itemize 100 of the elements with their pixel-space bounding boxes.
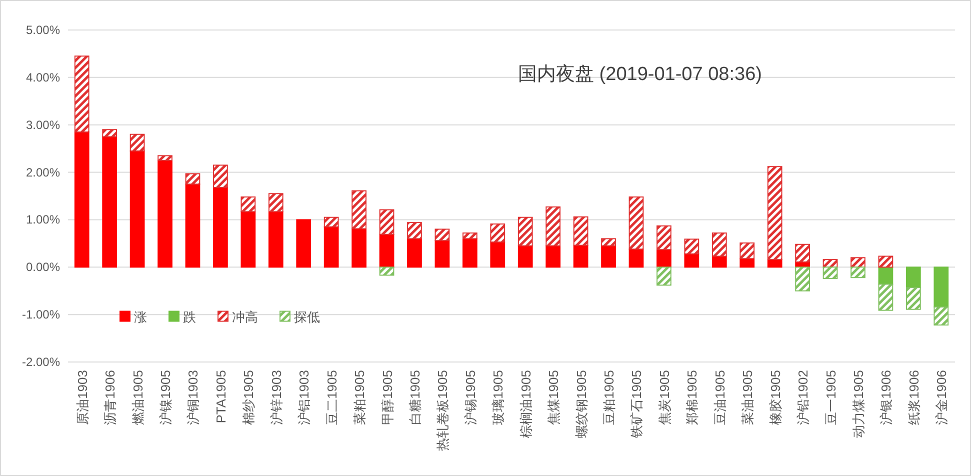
bar: [684, 238, 700, 254]
x-tick-label: 焦煤1905: [546, 370, 562, 425]
x-tick-label: 菜粕1905: [352, 370, 368, 425]
x-tick-label: 铁矿石1905: [629, 370, 644, 439]
x-tick-label: 豆油1905: [712, 370, 728, 425]
bar: [185, 173, 200, 185]
bar: [906, 266, 921, 288]
bar: [656, 225, 672, 250]
legend-label: 涨: [134, 309, 147, 324]
bar: [795, 244, 810, 262]
bar: [268, 211, 284, 268]
bar: [324, 226, 339, 268]
bar: [546, 206, 561, 246]
legend-label: 探低: [294, 309, 320, 324]
bar: [934, 266, 949, 308]
x-tick-label: 热轧卷板1905: [435, 370, 450, 451]
bar: [628, 196, 644, 250]
x-tick-label: 橡胶1905: [768, 370, 783, 425]
bar: [934, 306, 949, 326]
bar: [767, 166, 782, 260]
bar: [628, 248, 644, 268]
bar: [573, 216, 588, 246]
y-tick-label: 2.00%: [26, 165, 60, 180]
x-tick-label: 豆一1905: [823, 370, 838, 425]
bar: [850, 266, 866, 278]
x-tick-label: 玻璃1905: [490, 370, 506, 425]
bar: [850, 257, 866, 268]
x-tick-label: 原油1903: [74, 370, 90, 425]
bar: [240, 211, 256, 268]
bar: [434, 240, 450, 268]
bar: [434, 228, 450, 242]
bar: [712, 232, 727, 257]
x-tick-label: 沥青1906: [102, 370, 118, 425]
x-tick-label: 菜油1905: [740, 370, 756, 425]
bar: [74, 56, 90, 132]
x-tick-label: 沪铅1902: [796, 370, 811, 425]
x-tick-label: 甲醇1905: [380, 370, 395, 425]
x-tick-label: 螺纹钢1905: [574, 370, 589, 438]
bar: [324, 216, 339, 228]
x-tick-label: 沪镍1905: [158, 370, 174, 425]
bar: [213, 186, 228, 268]
x-tick-label: 沪锌1903: [268, 370, 284, 425]
x-tick-label: 纸浆1906: [906, 370, 922, 425]
bar: [462, 238, 478, 268]
bar: [407, 222, 422, 240]
bar: [407, 238, 422, 268]
bar: [518, 245, 533, 268]
x-tick-label: 沪银1906: [878, 370, 894, 425]
x-tick-label: 豆二1905: [324, 370, 340, 425]
bar: [878, 256, 894, 268]
bar: [213, 164, 228, 188]
x-tick-label: 豆粕1905: [602, 370, 617, 425]
bar: [795, 266, 810, 292]
bar: [878, 284, 894, 311]
bar: [352, 228, 366, 268]
x-tick-label: 沪铜1903: [186, 370, 201, 425]
bar: [656, 266, 672, 286]
bar: [158, 155, 172, 161]
bar: [130, 134, 145, 152]
y-tick-label: 5.00%: [26, 23, 60, 37]
y-tick-label: 0.00%: [26, 260, 60, 274]
bar: [158, 160, 172, 268]
bar: [379, 234, 394, 268]
y-tick-label: 3.00%: [26, 118, 60, 132]
bar: [490, 242, 506, 268]
bar: [74, 131, 90, 268]
bar: [712, 256, 727, 268]
bar: [740, 242, 755, 260]
x-tick-label: 动力煤1905: [850, 370, 866, 438]
bar: [906, 287, 921, 310]
bar: [656, 249, 672, 268]
bar: [740, 258, 755, 268]
bar: [379, 209, 394, 235]
bar: [462, 232, 478, 240]
bar: [379, 266, 394, 276]
x-tick-label: 棉纱1905: [241, 370, 256, 425]
bar: [185, 184, 200, 268]
bar: [130, 150, 145, 268]
bar: [296, 219, 312, 268]
y-tick-label: -2.00%: [22, 355, 60, 369]
x-tick-label: 沪锡1905: [462, 370, 478, 425]
y-tick-label: 4.00%: [26, 70, 60, 84]
x-tick-label: 棕榈油1905: [518, 370, 534, 438]
x-tick-label: 郑棉1905: [684, 370, 700, 425]
bar: [518, 216, 533, 246]
bar: [490, 223, 506, 243]
bar: [268, 193, 284, 212]
bar: [601, 245, 616, 268]
x-tick-label: 燃油1905: [130, 370, 146, 425]
bar: [546, 245, 561, 268]
bar: [822, 266, 838, 280]
legend-label: 冲高: [232, 309, 258, 324]
legend-label: 跌: [183, 309, 196, 324]
bar: [102, 129, 118, 138]
text: 国内夜盘 (2019-01-07 08:36): [518, 63, 762, 85]
bar: [352, 190, 366, 230]
x-tick-label: 焦炭1905: [656, 370, 672, 425]
bar: [601, 238, 616, 246]
x-tick-label: 白糖1905: [407, 370, 422, 425]
x-tick-label: PTA1905: [213, 370, 228, 424]
